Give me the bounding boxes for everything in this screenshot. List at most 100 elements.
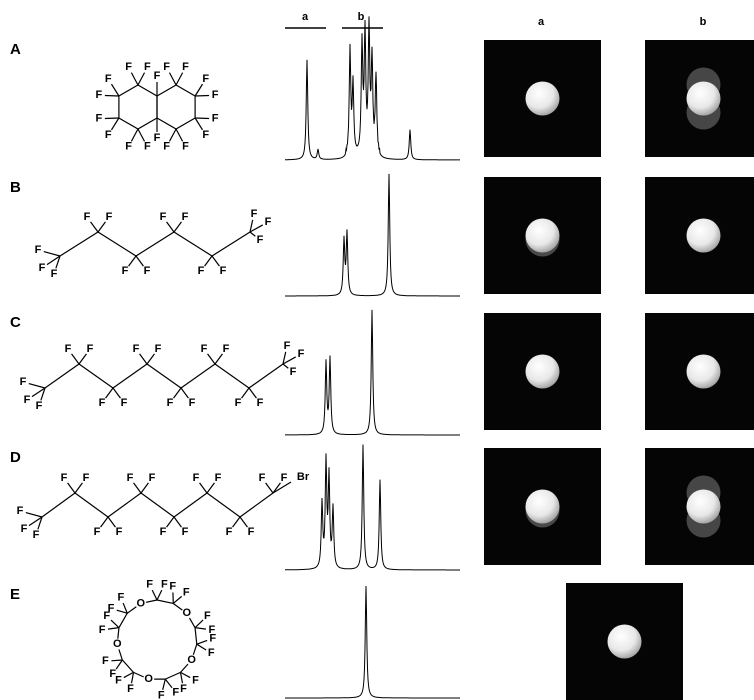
- bond: [250, 232, 255, 236]
- atom-label: F: [163, 141, 170, 153]
- phantom-disc: [687, 490, 721, 524]
- atom-label: F: [223, 343, 230, 355]
- atom-label: F: [182, 141, 189, 153]
- atom-label: F: [21, 523, 28, 535]
- bond: [240, 517, 247, 527]
- atom-label: F: [204, 610, 211, 622]
- bond: [233, 517, 240, 527]
- bond: [212, 256, 219, 266]
- atom-label: F: [96, 113, 103, 125]
- atom-label: F: [265, 216, 272, 228]
- atom-label: F: [125, 61, 132, 73]
- figure: a b a b ABCDEFFFFFFFFFFFFFFFFFFFFFFFFFFF…: [0, 0, 754, 700]
- bond: [195, 620, 203, 628]
- bond: [79, 354, 86, 364]
- atom-label: F: [248, 526, 255, 538]
- atom-label: F: [99, 397, 106, 409]
- bond: [26, 513, 42, 517]
- bond: [152, 590, 157, 600]
- atom-label: F: [290, 366, 297, 378]
- atom-label: F: [259, 472, 266, 484]
- atom-label: O: [187, 654, 196, 666]
- atom-label: F: [169, 580, 176, 592]
- atom-label: F: [24, 394, 31, 406]
- phantom-disc: [526, 355, 560, 389]
- bond: [169, 73, 176, 85]
- atom-label: F: [121, 397, 128, 409]
- row-label: E: [10, 586, 20, 603]
- atom-label: F: [51, 268, 58, 280]
- bond: [79, 364, 113, 388]
- atom-label: F: [106, 211, 113, 223]
- bond: [200, 483, 207, 493]
- bond: [113, 388, 120, 398]
- bond: [181, 672, 191, 677]
- atom-label: F: [33, 529, 40, 541]
- atom-label: F: [235, 397, 242, 409]
- bond: [207, 493, 240, 517]
- phantom-disc: [526, 490, 560, 524]
- nmr-spectrum: [285, 174, 460, 296]
- atom-label: Br: [297, 471, 310, 483]
- atom-label: F: [144, 265, 151, 277]
- bond: [174, 232, 212, 256]
- atom-label: F: [125, 141, 132, 153]
- bond: [122, 660, 133, 672]
- bond: [132, 672, 134, 683]
- bond: [111, 84, 118, 96]
- atom-label: F: [192, 674, 199, 686]
- bond: [215, 354, 222, 364]
- row-label: D: [10, 449, 21, 466]
- bond: [134, 483, 141, 493]
- nmr-spectrum: [285, 310, 460, 435]
- bond: [181, 388, 188, 398]
- bond: [111, 118, 118, 130]
- atom-label: F: [146, 579, 153, 591]
- atom-label: F: [251, 208, 258, 220]
- atom-label: F: [154, 70, 161, 82]
- bond: [173, 596, 181, 603]
- bond: [195, 84, 202, 96]
- atom-label: F: [154, 132, 161, 144]
- bond: [174, 222, 181, 232]
- atom-label: F: [155, 343, 162, 355]
- phantom-disc: [687, 219, 721, 253]
- atom-label: F: [127, 683, 134, 695]
- atom-label: F: [84, 211, 91, 223]
- bond: [273, 483, 280, 493]
- atom-label: F: [208, 647, 215, 659]
- bond: [141, 483, 148, 493]
- bond: [215, 364, 249, 388]
- bond: [138, 129, 145, 141]
- bond: [249, 388, 256, 398]
- atom-label: O: [182, 607, 191, 619]
- atom-label: F: [298, 348, 305, 360]
- bond: [157, 85, 176, 96]
- bond: [207, 483, 214, 493]
- bond: [197, 640, 207, 644]
- bond: [119, 613, 127, 627]
- atom-label: F: [17, 505, 24, 517]
- bond: [72, 354, 79, 364]
- atom-label: F: [209, 632, 216, 644]
- bond: [131, 129, 138, 141]
- atom-label: F: [257, 234, 264, 246]
- bond: [141, 493, 174, 517]
- atom-label: F: [212, 113, 219, 125]
- bond: [44, 252, 60, 256]
- atom-label: F: [83, 472, 90, 484]
- atom-label: F: [160, 211, 167, 223]
- phantom-disc: [526, 219, 560, 253]
- row-label: C: [10, 314, 21, 331]
- atom-label: F: [257, 397, 264, 409]
- bond: [174, 517, 181, 527]
- atom-label: F: [284, 340, 291, 352]
- bond: [174, 388, 181, 398]
- bond: [249, 364, 283, 388]
- bond: [60, 232, 98, 256]
- bond: [165, 679, 172, 688]
- bond: [212, 232, 250, 256]
- atom-label: F: [172, 686, 179, 698]
- bond: [75, 493, 108, 517]
- atom-label: F: [105, 129, 112, 141]
